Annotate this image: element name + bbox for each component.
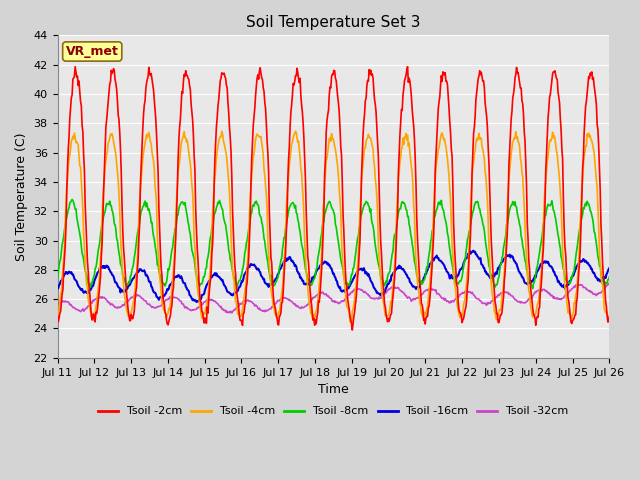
Tsoil -32cm	[417, 292, 425, 298]
Tsoil -2cm	[54, 313, 61, 319]
Tsoil -32cm	[120, 302, 128, 308]
Tsoil -16cm	[605, 265, 613, 271]
Y-axis label: Soil Temperature (C): Soil Temperature (C)	[15, 132, 28, 261]
Tsoil -16cm	[417, 279, 425, 285]
Tsoil -8cm	[68, 197, 76, 203]
Tsoil -2cm	[348, 327, 356, 333]
Tsoil -4cm	[605, 313, 613, 319]
Tsoil -16cm	[54, 286, 61, 291]
Tsoil -8cm	[54, 276, 61, 282]
Tsoil -32cm	[228, 310, 236, 316]
Tsoil -16cm	[401, 270, 409, 276]
Tsoil -2cm	[205, 286, 213, 292]
Tsoil -16cm	[207, 276, 214, 282]
Tsoil -4cm	[419, 311, 426, 317]
Tsoil -4cm	[205, 275, 213, 281]
Tsoil -32cm	[605, 280, 613, 286]
Tsoil -32cm	[54, 300, 61, 306]
Text: VR_met: VR_met	[66, 45, 118, 58]
Tsoil -4cm	[218, 129, 226, 134]
Tsoil -8cm	[207, 235, 214, 240]
Tsoil -2cm	[404, 64, 412, 70]
Tsoil -8cm	[605, 274, 613, 279]
Tsoil -2cm	[177, 117, 184, 123]
Tsoil -16cm	[120, 288, 128, 294]
Tsoil -4cm	[63, 177, 71, 182]
Title: Soil Temperature Set 3: Soil Temperature Set 3	[246, 15, 420, 30]
Tsoil -8cm	[63, 211, 71, 216]
Tsoil -4cm	[54, 315, 61, 321]
Tsoil -32cm	[205, 297, 213, 302]
Tsoil -8cm	[177, 200, 185, 205]
Line: Tsoil -16cm: Tsoil -16cm	[58, 251, 609, 302]
Tsoil -2cm	[120, 255, 128, 261]
Tsoil -8cm	[121, 279, 129, 285]
Tsoil -4cm	[402, 131, 410, 136]
Tsoil -32cm	[401, 292, 409, 298]
Tsoil -2cm	[605, 314, 613, 320]
Tsoil -2cm	[63, 164, 71, 170]
Line: Tsoil -2cm: Tsoil -2cm	[58, 67, 609, 330]
Line: Tsoil -4cm: Tsoil -4cm	[58, 132, 609, 323]
Tsoil -8cm	[401, 203, 409, 209]
Line: Tsoil -8cm: Tsoil -8cm	[58, 200, 609, 288]
Tsoil -4cm	[120, 291, 128, 297]
Tsoil -16cm	[193, 299, 200, 305]
Tsoil -4cm	[177, 151, 184, 156]
Tsoil -8cm	[417, 278, 425, 284]
Tsoil -2cm	[419, 302, 426, 308]
Tsoil -4cm	[348, 320, 355, 325]
Tsoil -32cm	[177, 298, 184, 304]
Tsoil -16cm	[470, 248, 477, 253]
Tsoil -16cm	[63, 271, 71, 277]
Legend: Tsoil -2cm, Tsoil -4cm, Tsoil -8cm, Tsoil -16cm, Tsoil -32cm: Tsoil -2cm, Tsoil -4cm, Tsoil -8cm, Tsoi…	[94, 402, 573, 421]
Tsoil -16cm	[177, 275, 184, 281]
Tsoil -32cm	[63, 299, 71, 305]
Line: Tsoil -32cm: Tsoil -32cm	[58, 283, 609, 313]
X-axis label: Time: Time	[318, 383, 349, 396]
Tsoil -8cm	[529, 286, 536, 291]
Tsoil -2cm	[401, 75, 409, 81]
